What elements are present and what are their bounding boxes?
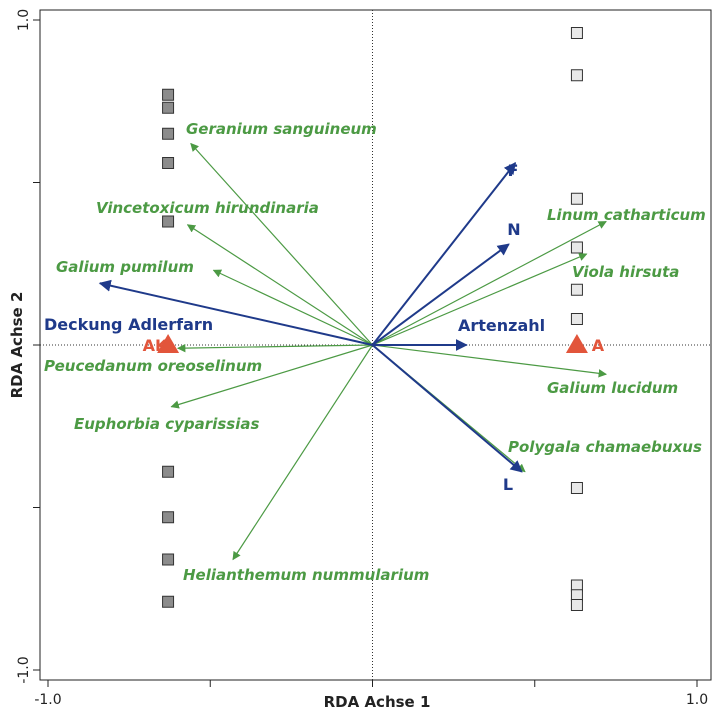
- site-marker: [162, 127, 175, 140]
- site-marker: [570, 283, 583, 296]
- site-markers: [162, 27, 583, 611]
- site-marker: [570, 482, 583, 494]
- x-tick-label: -1.0: [34, 692, 61, 708]
- site-marker: [162, 157, 175, 169]
- x-tick-label: 1.0: [686, 692, 708, 708]
- site-marker: [570, 313, 583, 325]
- species-arrow: [232, 344, 374, 561]
- species-label: Viola hirsuta: [572, 263, 679, 281]
- species-label: Galium lucidum: [547, 379, 678, 397]
- environment-label: N: [507, 220, 520, 239]
- arrow-labels: Geranium sanguineum Vincetoxicum hirundin…: [44, 120, 706, 584]
- species-arrow: [372, 220, 607, 346]
- site-marker: [162, 553, 175, 566]
- site-marker: [162, 101, 175, 114]
- species-label: Linum catharticum: [547, 206, 706, 224]
- species-label: Geranium sanguineum: [186, 120, 377, 138]
- site-marker: [162, 88, 175, 101]
- species-label: Euphorbia cyparissias: [74, 415, 259, 433]
- species-arrow: [186, 224, 373, 346]
- x-axis-title: RDA Achse 1: [324, 693, 431, 711]
- species-arrow: [170, 344, 373, 409]
- axis-ticks: -1.0 1.0 -1.0 1.0: [16, 9, 708, 708]
- species-arrow: [212, 269, 373, 346]
- species-label: Peucedanum oreoselinum: [44, 357, 262, 375]
- environment-arrow: [371, 344, 523, 473]
- environment-arrow: [371, 162, 517, 346]
- site-marker: [162, 511, 175, 524]
- centroid-label: A: [592, 336, 605, 355]
- environment-label: Artenzahl: [458, 316, 545, 335]
- site-marker: [570, 69, 583, 82]
- species-arrow: [176, 343, 373, 353]
- site-marker: [570, 241, 583, 254]
- site-marker: [162, 215, 175, 228]
- environment-arrow: [98, 279, 373, 346]
- y-tick-label: -1.0: [16, 656, 32, 683]
- environment-label: L: [503, 475, 513, 494]
- environment-arrow: [371, 243, 510, 346]
- reference-lines: [40, 10, 711, 680]
- species-label: Vincetoxicum hirundinaria: [96, 199, 319, 217]
- species-arrow: [372, 253, 588, 346]
- site-marker: [570, 599, 583, 611]
- site-marker: [162, 465, 175, 478]
- centroid-triangle: [157, 334, 180, 353]
- y-tick-label: 1.0: [16, 9, 32, 31]
- site-marker: [162, 595, 175, 608]
- group-centroids: [157, 334, 588, 353]
- environment-label: F: [508, 161, 519, 180]
- environment-label: Deckung Adlerfarn: [44, 315, 213, 334]
- site-marker: [570, 27, 583, 39]
- species-label: Helianthemum nummularium: [183, 566, 429, 584]
- species-label: Galium pumilum: [56, 258, 194, 276]
- species-label: Polygala chamaebuxus: [508, 438, 702, 456]
- site-marker: [570, 192, 583, 205]
- species-arrow: [372, 344, 607, 378]
- centroid-label: AK: [143, 336, 168, 355]
- y-axis-title: RDA Achse 2: [8, 292, 26, 399]
- environment-arrows: [98, 162, 523, 473]
- centroid-triangle: [565, 334, 588, 353]
- species-arrow: [190, 142, 373, 346]
